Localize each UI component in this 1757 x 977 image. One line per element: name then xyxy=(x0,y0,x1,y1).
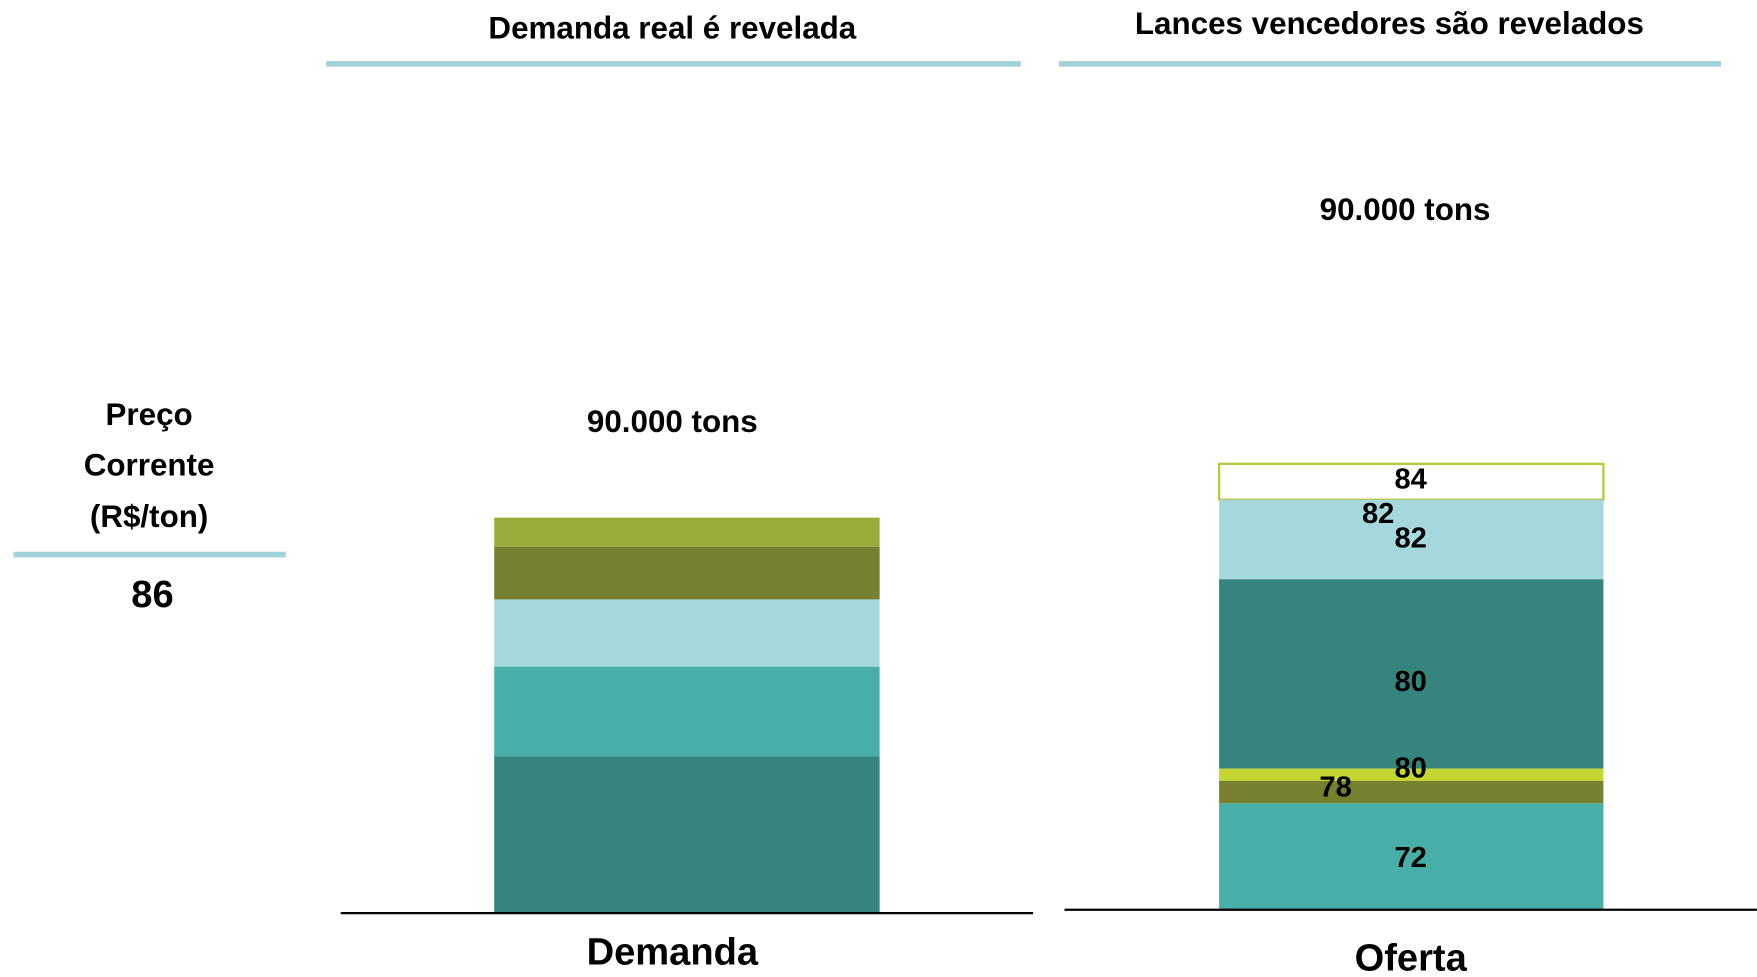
bid-label: 78 xyxy=(1319,771,1351,803)
total-label: 90.000 tons xyxy=(587,404,758,439)
bid-label: 80 xyxy=(1394,666,1426,698)
segment xyxy=(1219,768,1604,781)
segment xyxy=(494,517,880,547)
segment xyxy=(1219,803,1604,910)
supply-bar xyxy=(1217,462,1605,910)
segment xyxy=(494,666,880,757)
bid-label: 80 xyxy=(1394,752,1426,784)
panel-title: Lances vencedores são revelados xyxy=(1135,6,1644,41)
price-label: Preço xyxy=(106,397,193,432)
axis-label: Demanda xyxy=(587,932,759,974)
bid-label: 84 xyxy=(1394,463,1427,495)
panel-title: Demanda real é revelada xyxy=(488,11,856,46)
segment xyxy=(494,546,880,600)
segment xyxy=(494,756,880,914)
segment xyxy=(1219,579,1604,769)
segment xyxy=(1219,780,1604,804)
bid-label: 82 xyxy=(1362,498,1394,530)
price-label: Corrente xyxy=(84,447,215,482)
bid-label: 72 xyxy=(1394,842,1426,874)
price-value: 86 xyxy=(131,574,173,616)
segment xyxy=(1217,462,1605,501)
demand-bar xyxy=(494,517,880,914)
axis-label: Oferta xyxy=(1355,937,1468,977)
bid-label: 82 xyxy=(1394,523,1426,555)
total-label: 90.000 tons xyxy=(1320,192,1491,227)
price-label: (R$/ton) xyxy=(90,499,208,534)
segment xyxy=(494,599,880,667)
segment xyxy=(1219,499,1604,580)
